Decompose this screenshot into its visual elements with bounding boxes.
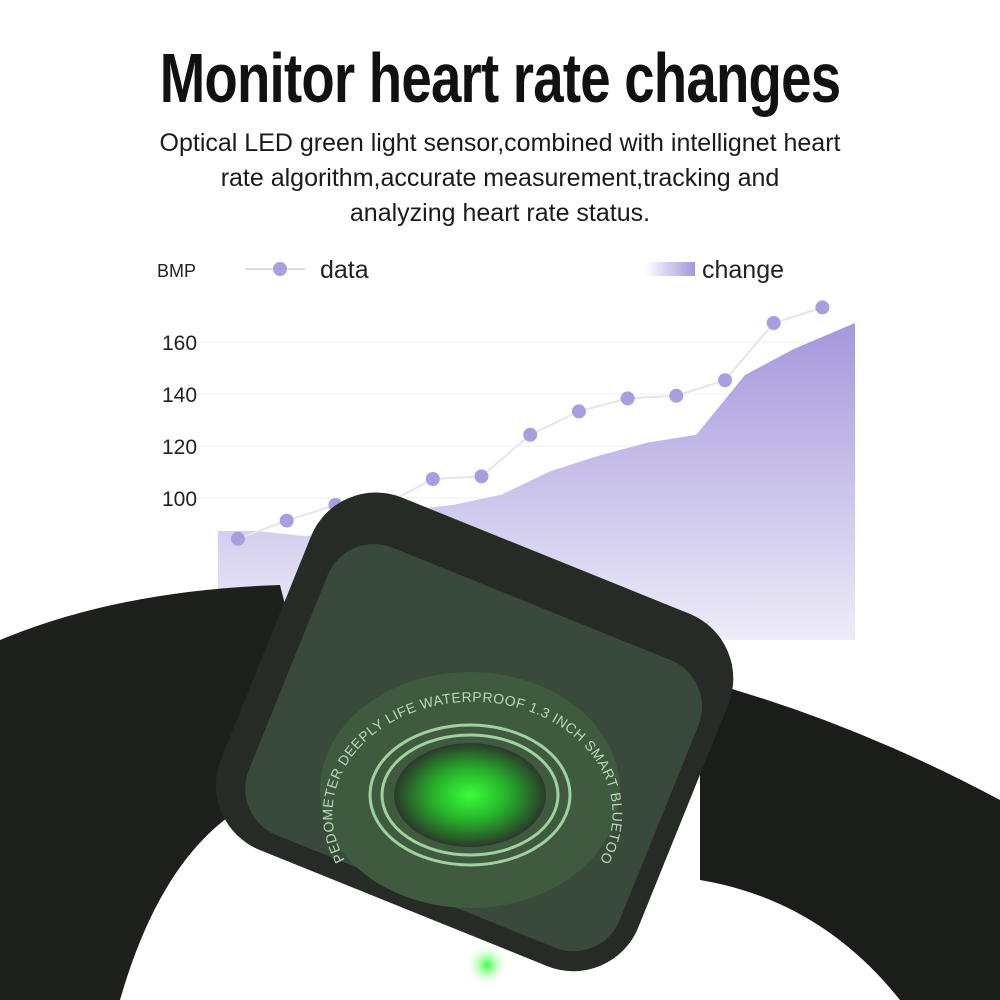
data-point — [474, 469, 489, 484]
y-tick-label: 160 — [162, 332, 197, 355]
description: Optical LED green light sensor,combined … — [60, 126, 940, 231]
legend-data-label: data — [320, 256, 369, 284]
legend-data-marker — [273, 262, 287, 276]
description-line: analyzing heart rate status. — [349, 199, 651, 227]
data-point — [815, 300, 830, 315]
y-tick-label: 100 — [162, 488, 197, 511]
watch-band-right — [700, 680, 1000, 1000]
green-led-icon — [394, 743, 546, 847]
legend-change-swatch — [645, 262, 695, 276]
sensor-ring — [368, 723, 572, 867]
green-light-dot — [465, 943, 509, 987]
data-point — [718, 373, 732, 388]
legend-change-label: change — [702, 256, 784, 284]
headline: Monitor heart rate changes — [159, 39, 841, 117]
watch-band-left — [0, 585, 330, 1000]
y-tick-label: 140 — [162, 384, 197, 407]
data-point — [620, 391, 635, 406]
sensor-ring — [380, 733, 560, 857]
data-point — [571, 404, 586, 419]
data-point — [523, 427, 538, 442]
data-point — [279, 513, 294, 528]
data-point — [425, 472, 440, 486]
y-tick-label: 120 — [162, 436, 197, 459]
data-point — [766, 316, 781, 330]
data-point — [669, 388, 684, 403]
y-axis-label: BMP — [157, 261, 196, 281]
description-line: Optical LED green light sensor,combined … — [159, 129, 841, 157]
description-line: rate algorithm,accurate measurement,trac… — [220, 164, 780, 192]
data-point — [231, 531, 245, 546]
